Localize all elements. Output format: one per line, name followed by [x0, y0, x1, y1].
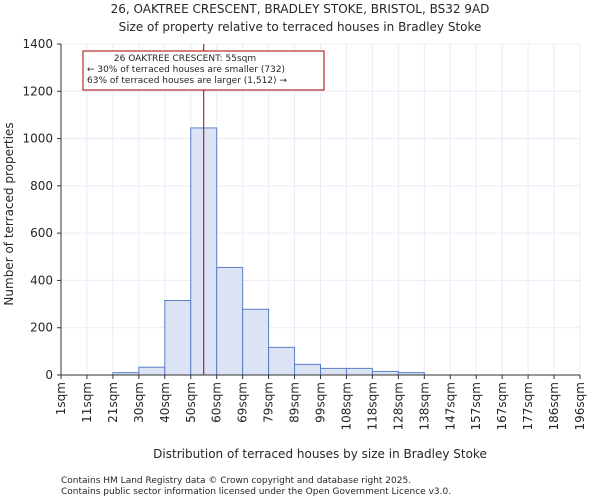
annotation-line-2: ← 30% of terraced houses are smaller (73… [87, 65, 285, 75]
x-tick-label: 118sqm [365, 382, 379, 430]
annotation-box: 26 OAKTREE CRESCENT: 55sqm ← 30% of terr… [82, 50, 325, 91]
y-tick-label: 1200 [22, 84, 53, 98]
axes: 0 200 400 600 800 1000 1200 1400 1sqm 11sqm 21sqm 3… [22, 37, 587, 430]
bar-108sqm [345, 367, 373, 376]
y-tick-label: 1000 [22, 132, 53, 146]
x-tick-label: 108sqm [339, 382, 353, 430]
bar-30sqm [138, 366, 166, 376]
bar-60sqm [216, 266, 244, 376]
x-tick-label: 89sqm [288, 382, 302, 423]
y-tick-label: 1400 [22, 37, 53, 51]
y-tick-label: 0 [45, 368, 53, 382]
x-tick-label: 186sqm [547, 382, 561, 430]
y-tick-label: 800 [30, 179, 53, 193]
gridlines [60, 43, 581, 376]
chart-subtitle: Size of property relative to terraced ho… [119, 20, 482, 34]
x-tick-label: 99sqm [314, 382, 328, 423]
x-tick-label: 157sqm [469, 382, 483, 430]
x-tick-label: 147sqm [443, 382, 457, 430]
x-tick-label: 21sqm [106, 382, 120, 423]
y-tick-label: 400 [30, 273, 53, 287]
x-tick-label: 196sqm [573, 382, 587, 430]
x-tick-label: 40sqm [158, 382, 172, 423]
x-tick-label: 11sqm [80, 382, 94, 423]
annotation-line-3: 63% of terraced houses are larger (1,512… [87, 76, 287, 86]
x-tick-label: 177sqm [521, 382, 535, 430]
bar-69sqm [242, 308, 270, 376]
annotation-line-1: 26 OAKTREE CRESCENT: 55sqm [114, 54, 256, 64]
footer-line-1: Contains HM Land Registry data © Crown c… [61, 476, 411, 486]
x-tick-label: 79sqm [262, 382, 276, 423]
footer-line-2: Contains public sector information licen… [61, 487, 451, 497]
y-tick-label: 200 [30, 321, 53, 335]
bar-79sqm [268, 346, 296, 376]
x-tick-label: 1sqm [54, 382, 68, 415]
y-tick-label: 600 [30, 226, 53, 240]
bar-118sqm [371, 370, 399, 376]
x-tick-label: 30sqm [132, 382, 146, 423]
x-tick-label: 167sqm [495, 382, 509, 430]
y-axis-label: Number of terraced properties [2, 122, 16, 305]
x-tick-label: 138sqm [417, 382, 431, 430]
bar-89sqm [294, 363, 321, 376]
bar-99sqm [320, 367, 347, 376]
x-axis-label: Distribution of terraced houses by size … [153, 447, 487, 461]
x-tick-label: 69sqm [236, 382, 250, 423]
x-tick-label: 128sqm [391, 382, 405, 430]
chart-title: 26, OAKTREE CRESCENT, BRADLEY STOKE, BRI… [111, 2, 490, 16]
bar-40sqm [164, 300, 192, 376]
x-tick-label: 60sqm [210, 382, 224, 423]
x-tick-label: 50sqm [184, 382, 198, 423]
